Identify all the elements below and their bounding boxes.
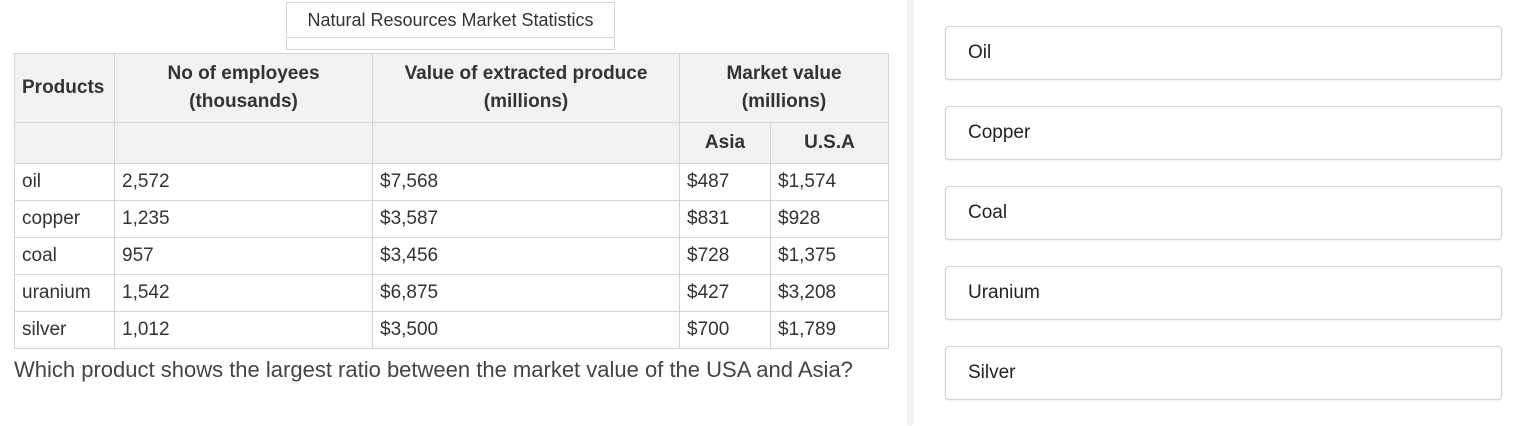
table-row: copper 1,235 $3,587 $831 $928 [14, 200, 889, 238]
header-asia: Asia [679, 122, 771, 164]
panel-divider [907, 0, 914, 425]
cell-usa: $1,375 [770, 237, 889, 275]
answer-option-uranium[interactable]: Uranium [945, 266, 1502, 320]
answer-options: Oil Copper Coal Uranium Silver [945, 26, 1502, 426]
table-caption: Natural Resources Market Statistics [286, 2, 615, 50]
header-usa: U.S.A [770, 122, 889, 164]
table-row: uranium 1,542 $6,875 $427 $3,208 [14, 274, 889, 312]
cell-usa: $928 [770, 200, 889, 238]
table-row: silver 1,012 $3,500 $700 $1,789 [14, 311, 889, 349]
header-empty [114, 122, 373, 164]
cell-extracted: $3,500 [372, 311, 680, 349]
cell-employees: 1,542 [114, 274, 373, 312]
cell-extracted: $6,875 [372, 274, 680, 312]
cell-product: oil [14, 163, 115, 201]
cell-extracted: $7,568 [372, 163, 680, 201]
cell-extracted: $3,456 [372, 237, 680, 275]
header-empty [372, 122, 680, 164]
cell-asia: $487 [679, 163, 771, 201]
cell-product: coal [14, 237, 115, 275]
answer-option-copper[interactable]: Copper [945, 106, 1502, 160]
cell-employees: 2,572 [114, 163, 373, 201]
cell-employees: 1,012 [114, 311, 373, 349]
answer-option-silver[interactable]: Silver [945, 346, 1502, 400]
table-row: coal 957 $3,456 $728 $1,375 [14, 237, 889, 275]
cell-asia: $427 [679, 274, 771, 312]
cell-product: uranium [14, 274, 115, 312]
cell-extracted: $3,587 [372, 200, 680, 238]
cell-product: silver [14, 311, 115, 349]
header-extracted: Value of extracted produce (millions) [372, 53, 680, 123]
statistics-table: Products No of employees (thousands) Val… [14, 53, 889, 349]
cell-usa: $1,789 [770, 311, 889, 349]
header-empty [14, 122, 115, 164]
table-caption-text: Natural Resources Market Statistics [287, 3, 614, 38]
table-row: oil 2,572 $7,568 $487 $1,574 [14, 163, 889, 201]
cell-product: copper [14, 200, 115, 238]
question-text: Which product shows the largest ratio be… [14, 357, 853, 382]
header-products: Products [14, 53, 115, 123]
answer-option-coal[interactable]: Coal [945, 186, 1502, 240]
cell-employees: 957 [114, 237, 373, 275]
answer-option-oil[interactable]: Oil [945, 26, 1502, 80]
header-employees: No of employees (thousands) [114, 53, 373, 123]
cell-asia: $700 [679, 311, 771, 349]
header-market-value: Market value (millions) [679, 53, 889, 123]
cell-asia: $831 [679, 200, 771, 238]
cell-usa: $1,574 [770, 163, 889, 201]
question-panel: Natural Resources Market Statistics Prod… [14, 2, 889, 382]
cell-usa: $3,208 [770, 274, 889, 312]
cell-asia: $728 [679, 237, 771, 275]
cell-employees: 1,235 [114, 200, 373, 238]
